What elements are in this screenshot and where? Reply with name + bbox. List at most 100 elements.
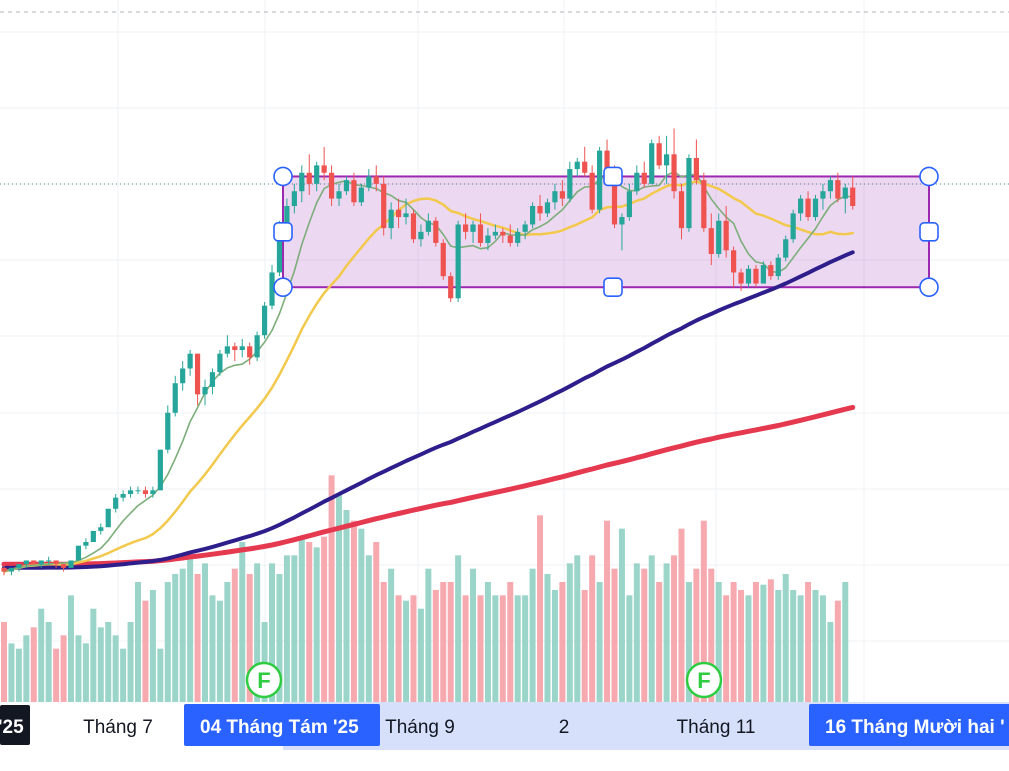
volume-bar [514,595,521,702]
volume-bar [760,584,767,702]
corner-handle[interactable] [919,166,939,187]
candle [634,165,640,195]
volume-bar [53,648,60,702]
candle [619,213,625,251]
event-marker[interactable]: F [245,661,283,699]
volume-bar [388,568,395,702]
candle [16,564,22,572]
candle [23,560,29,568]
candle-body [418,231,424,240]
volume-bar [373,542,380,702]
volume-bar [45,622,52,702]
candle-body [559,191,565,199]
candle-body [455,224,461,299]
volume-bar [350,520,357,702]
volume-bar [432,590,439,702]
candle [671,128,677,199]
candle-body [373,176,379,184]
edge-handle[interactable] [919,222,939,242]
candle [425,213,431,236]
event-marker-circle[interactable] [685,661,723,699]
volume-bar [328,475,335,702]
volume-bar [633,563,640,702]
volume-bar [812,590,819,702]
candle [381,176,387,236]
candle-body [775,257,781,277]
volume-bar [298,536,305,702]
corner-handle[interactable] [273,277,293,298]
candle-body [23,560,29,565]
volume-bar [164,582,171,702]
candle-body [641,172,647,184]
candle [120,490,126,502]
candle-body [276,228,283,273]
candle [261,302,268,339]
candle [150,486,156,498]
volume-bar [343,510,350,702]
candle [649,139,655,184]
candle [790,209,796,243]
candle [1,564,7,576]
volume-bar [685,582,692,702]
volume-bar [507,582,514,702]
candle [507,224,513,247]
candle [75,545,82,561]
volume-bar [194,574,201,702]
candle [113,494,119,513]
time-axis-label: Tháng 9 [385,717,455,738]
time-axis-label: Tháng 7 [83,717,153,738]
range-box-handles[interactable] [273,166,939,298]
candle-body [500,231,506,236]
candle-body [738,272,744,284]
candle [373,165,379,192]
volume-bar [112,635,119,702]
candle-body [150,490,156,494]
event-marker[interactable]: F [685,661,723,699]
candle-body [321,165,327,173]
candle-body [113,497,119,509]
candle-body [701,180,707,229]
candle-body [180,368,186,384]
volume-bar [492,595,499,702]
candle [701,172,707,232]
candle [269,265,275,310]
candle [127,486,134,498]
candle-body [165,412,171,450]
candle [745,265,752,288]
corner-handle[interactable] [273,166,293,187]
corner-handle[interactable] [919,277,939,298]
candle-body [574,161,580,170]
edge-handle[interactable] [603,166,623,187]
candle-body [522,224,528,232]
candle-body [187,353,193,369]
volume-bar [179,568,186,702]
candle-body [850,187,856,206]
volume-bar [484,582,491,702]
volume-bar [470,568,477,702]
candle [470,220,476,243]
candle [656,135,662,170]
candle-body [656,143,662,166]
edge-handle[interactable] [273,222,293,242]
volume-bar [149,590,156,702]
volume-bar [775,590,782,702]
candle-body [485,235,491,243]
candle-body [254,335,260,358]
candle [597,146,603,214]
candle-body [314,165,320,184]
event-marker-circle[interactable] [245,661,283,699]
candle [827,176,833,199]
candle-body [842,187,848,199]
candle-body [217,353,223,373]
edge-handle[interactable] [603,277,623,298]
candle [574,158,580,177]
candle [842,183,848,214]
volume-bar [648,555,655,702]
volume-bar [477,595,484,702]
time-axis-label: Tháng 11 [677,717,756,738]
volume-bar [187,555,194,702]
candle-body [626,191,632,218]
volume-bar [589,555,596,702]
